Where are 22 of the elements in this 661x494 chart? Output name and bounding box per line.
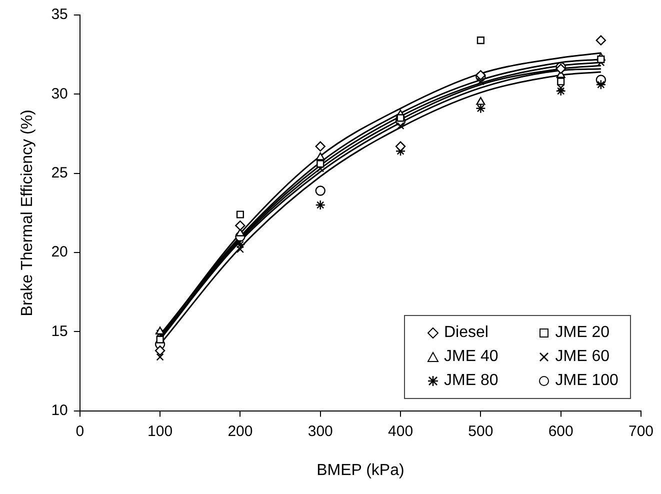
legend-label: JME 80 xyxy=(444,372,498,390)
legend-label: Diesel xyxy=(444,324,488,342)
x-axis-title: BMEP (kPa) xyxy=(316,462,404,479)
x-tick-label: 400 xyxy=(388,422,414,440)
legend-label: JME 60 xyxy=(555,348,610,366)
x-tick-label: 600 xyxy=(548,422,574,440)
x-tick-label: 500 xyxy=(468,422,494,440)
x-tick-label: 0 xyxy=(76,422,84,440)
x-tick-label: 100 xyxy=(148,422,173,440)
y-tick-label: 30 xyxy=(51,85,68,102)
y-tick-label: 20 xyxy=(51,244,68,261)
legend-label: JME 100 xyxy=(555,372,618,390)
y-tick-label: 15 xyxy=(51,322,68,340)
y-tick-label: 10 xyxy=(51,402,68,419)
x-tick-label: 200 xyxy=(228,422,253,440)
legend-label: JME 20 xyxy=(555,324,610,342)
y-axis-title: Brake Thermal Efficiency (%) xyxy=(19,110,36,316)
y-tick-label: 35 xyxy=(51,6,68,24)
x-tick-label: 700 xyxy=(628,422,654,440)
y-tick-label: 25 xyxy=(51,164,68,182)
legend-label: JME 40 xyxy=(444,348,498,366)
x-tick-label: 300 xyxy=(308,422,333,440)
